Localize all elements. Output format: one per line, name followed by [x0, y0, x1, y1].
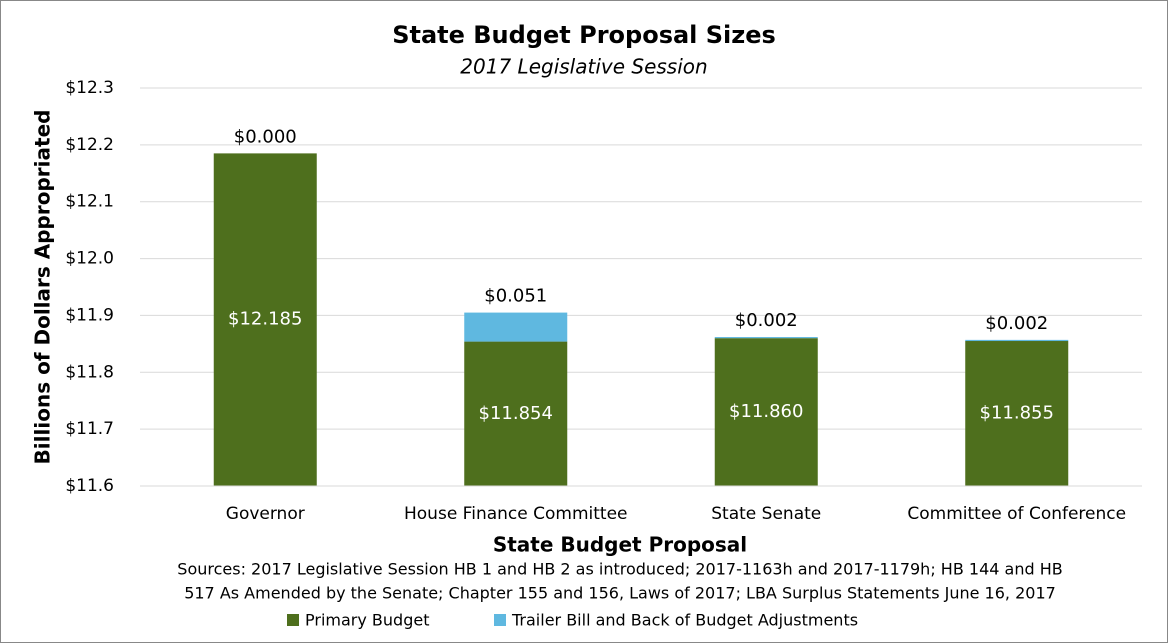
- bar-segment: [965, 341, 1069, 486]
- y-tick-label: $12.2: [65, 135, 114, 155]
- value-label: $11.855: [980, 403, 1054, 424]
- x-tick-label: State Senate: [711, 504, 821, 524]
- x-axis-label: State Budget Proposal: [493, 533, 747, 557]
- value-label: $0.002: [735, 310, 798, 331]
- legend-label: Trailer Bill and Back of Budget Adjustme…: [511, 611, 858, 630]
- value-label: $11.860: [729, 401, 803, 422]
- bar-segment: [464, 341, 568, 486]
- bar-segment: [213, 153, 317, 486]
- x-tick-label: Committee of Conference: [907, 504, 1126, 524]
- y-tick-label: $12.1: [65, 192, 114, 212]
- source-line: Sources: 2017 Legislative Session HB 1 a…: [177, 560, 1062, 579]
- bar-segment: [714, 338, 818, 486]
- x-tick-label: Governor: [226, 504, 305, 524]
- y-axis-label: Billions of Dollars Appropriated: [31, 110, 55, 465]
- legend-label: Primary Budget: [305, 611, 429, 630]
- value-label: $0.002: [985, 313, 1048, 334]
- legend-swatch: [287, 614, 299, 626]
- y-tick-label: $11.7: [65, 419, 114, 439]
- value-label: $0.051: [484, 286, 547, 307]
- chart-subtitle: 2017 Legislative Session: [460, 55, 707, 79]
- bar-segment: [464, 312, 568, 342]
- y-tick-label: $11.6: [65, 476, 114, 496]
- y-tick-label: $12.3: [65, 78, 114, 98]
- source-line: 517 As Amended by the Senate; Chapter 15…: [184, 584, 1056, 603]
- chart-title: State Budget Proposal Sizes: [392, 21, 776, 49]
- legend-swatch: [494, 614, 506, 626]
- x-tick-label: House Finance Committee: [404, 504, 627, 524]
- y-tick-label: $11.9: [65, 305, 114, 325]
- bar-segment: [714, 337, 818, 339]
- bar-segment: [965, 339, 1069, 342]
- value-label: $12.185: [228, 309, 302, 330]
- y-tick-label: $12.0: [65, 249, 114, 269]
- value-label: $11.854: [479, 403, 553, 424]
- value-label: $0.000: [234, 126, 297, 147]
- y-tick-label: $11.8: [65, 362, 114, 382]
